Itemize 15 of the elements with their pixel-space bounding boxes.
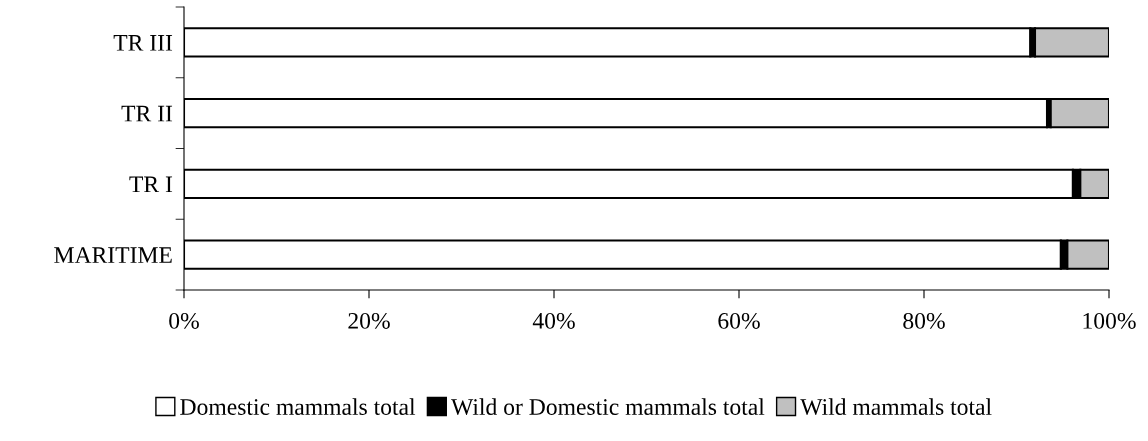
- x-tick-label: 0%: [169, 312, 199, 329]
- y-tick-label: TR III: [113, 35, 173, 51]
- x-tick-label: 20%: [348, 312, 390, 329]
- y-tick-label: TR II: [121, 105, 173, 122]
- x-tick-label: 80%: [903, 312, 945, 329]
- y-tick-label: TR I: [129, 176, 173, 193]
- x-tick-label: 40%: [532, 312, 575, 329]
- legend-label: Wild mammals total: [800, 398, 992, 416]
- bar: [1049, 97, 1109, 129]
- legend-label: Domestic mammals total: [180, 398, 416, 415]
- x-tick-label: 100%: [1083, 312, 1136, 329]
- y-tick-label: MARITIME: [54, 247, 172, 263]
- bar: [1033, 27, 1109, 58]
- legend-label: Wild or Domestic mammals total: [451, 398, 765, 416]
- x-tick-label: 60%: [718, 312, 760, 329]
